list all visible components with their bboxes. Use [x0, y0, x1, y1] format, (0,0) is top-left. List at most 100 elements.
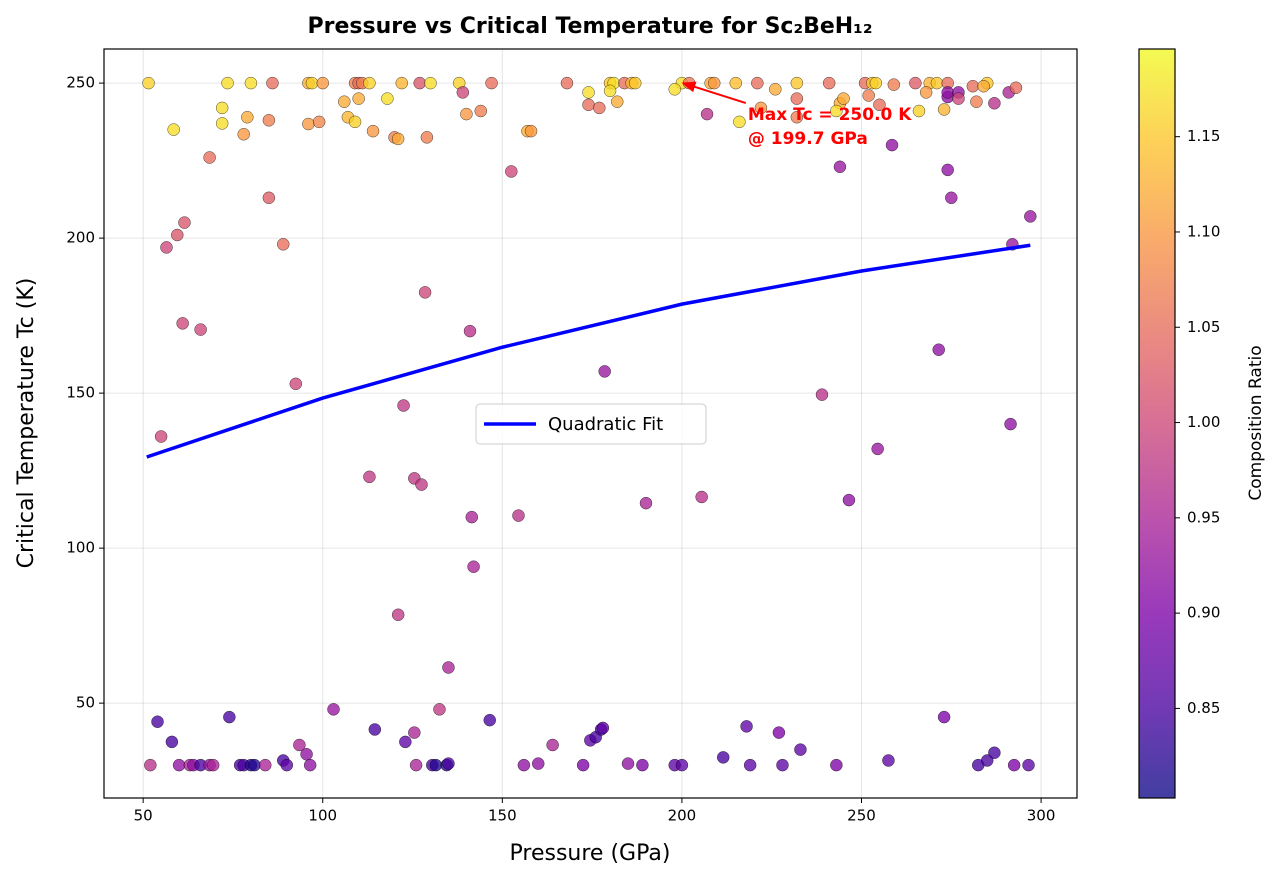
x-axis-label: Pressure (GPa) [510, 841, 671, 866]
point [391, 132, 405, 146]
y-tick-label: 50 [76, 694, 95, 712]
point [395, 76, 409, 90]
point [206, 758, 220, 772]
point [262, 191, 276, 205]
point [611, 95, 624, 108]
point [862, 89, 875, 102]
point [912, 104, 926, 118]
point [262, 114, 276, 127]
point [517, 758, 531, 772]
point [363, 76, 376, 90]
point [154, 430, 168, 443]
point [381, 92, 394, 105]
point [300, 748, 313, 761]
point [456, 86, 470, 99]
point [165, 735, 179, 749]
point [988, 97, 1001, 110]
point [391, 608, 405, 622]
point [977, 79, 990, 93]
point [221, 76, 234, 90]
point [172, 758, 186, 772]
point [366, 124, 380, 138]
point [869, 76, 883, 90]
point [420, 131, 434, 144]
point [716, 751, 730, 764]
point [833, 160, 847, 174]
point [433, 703, 446, 716]
x-tick-label: 50 [134, 807, 153, 825]
point [399, 735, 412, 749]
point [1004, 417, 1017, 431]
point [729, 76, 743, 90]
point [463, 324, 477, 338]
point [754, 101, 768, 115]
point [1007, 758, 1021, 772]
point [289, 377, 303, 391]
point [937, 710, 951, 724]
colorbar-tick-label: 1.10 [1187, 222, 1220, 240]
point [596, 721, 610, 735]
colorbar-tick-label: 1.00 [1187, 413, 1220, 431]
point [151, 715, 164, 728]
y-tick-label: 200 [66, 229, 95, 247]
point [194, 323, 207, 336]
point [930, 76, 944, 90]
point [531, 757, 545, 770]
point [144, 758, 157, 772]
point [790, 92, 804, 105]
y-tick-label: 150 [66, 384, 95, 402]
point [582, 86, 595, 99]
point [593, 101, 606, 115]
point [842, 493, 856, 507]
point [707, 76, 721, 90]
point [794, 743, 807, 756]
point [776, 758, 789, 772]
point [639, 496, 653, 510]
x-tick-label: 250 [847, 807, 876, 825]
point [1024, 210, 1037, 223]
point [142, 76, 155, 90]
point [338, 95, 351, 108]
point [176, 317, 189, 330]
point [769, 83, 782, 96]
point [830, 104, 843, 118]
x-tick-label: 100 [308, 807, 337, 825]
point [408, 726, 421, 739]
point [887, 78, 901, 91]
colorbar-tick-label: 0.95 [1187, 508, 1220, 526]
legend-label: Quadratic Fit [548, 414, 663, 435]
point [882, 754, 895, 767]
point [429, 758, 443, 772]
point [485, 76, 498, 90]
axes-frame [103, 48, 1078, 799]
point [932, 343, 945, 356]
point [215, 101, 229, 115]
point [460, 107, 473, 121]
point [675, 758, 689, 772]
point [248, 758, 261, 772]
point [505, 165, 518, 178]
point [598, 365, 611, 378]
point [474, 104, 488, 118]
point [442, 757, 455, 770]
point [327, 703, 340, 716]
point [465, 510, 479, 524]
point [560, 76, 574, 90]
point [941, 163, 954, 177]
point [815, 388, 829, 401]
point [873, 98, 886, 112]
point [695, 490, 708, 504]
point [259, 758, 272, 772]
point [241, 110, 254, 124]
scatter-points [142, 76, 1037, 772]
point [743, 758, 757, 772]
point [700, 107, 714, 121]
point [988, 746, 1001, 759]
colorbar-tick-label: 0.90 [1187, 604, 1220, 622]
x-tick-label: 300 [1027, 807, 1056, 825]
point [415, 478, 428, 491]
point [223, 710, 236, 724]
point [582, 98, 595, 112]
point [293, 738, 306, 752]
point [1022, 758, 1035, 772]
